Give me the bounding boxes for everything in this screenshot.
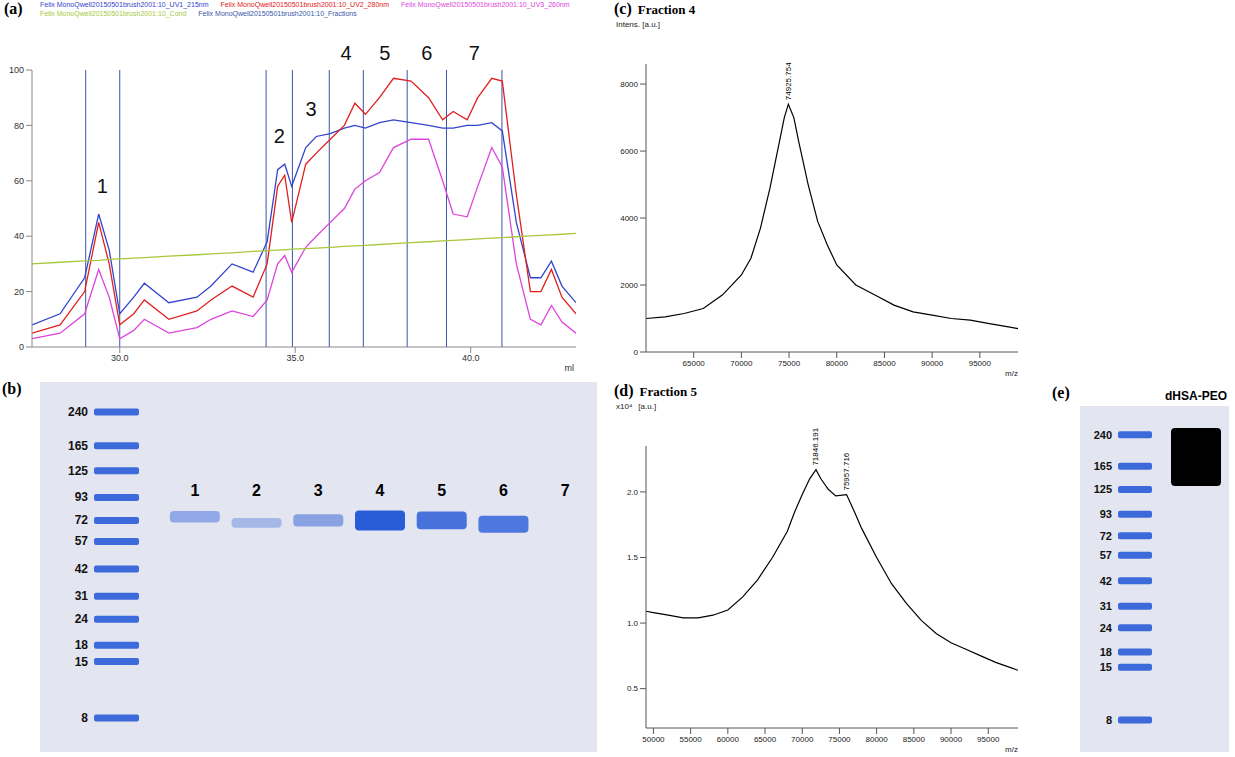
svg-text:1.5: 1.5	[627, 553, 639, 562]
svg-text:m/z: m/z	[1005, 745, 1018, 754]
svg-text:20: 20	[14, 287, 24, 297]
svg-text:42: 42	[75, 562, 89, 576]
svg-text:dHSA-PEO: dHSA-PEO	[1165, 389, 1227, 403]
html-text:Felix MonoQwell20150501brush20: Felix MonoQwell20150501brush2001:10_Cond	[40, 10, 187, 17]
html-text:(c) Fraction 4: (c) Fraction 4	[614, 0, 696, 17]
svg-text:165: 165	[1094, 460, 1112, 472]
svg-text:71846.191: 71846.191	[811, 427, 820, 465]
svg-text:40: 40	[14, 231, 24, 241]
svg-text:4: 4	[376, 482, 385, 499]
html-text:[a.u.]: [a.u.]	[638, 402, 657, 411]
svg-text:0: 0	[634, 348, 639, 357]
svg-text:3: 3	[305, 98, 316, 120]
svg-text:50000: 50000	[642, 735, 665, 744]
svg-text:80000: 80000	[866, 735, 889, 744]
svg-text:80: 80	[14, 121, 24, 131]
svg-text:40.0: 40.0	[462, 353, 480, 363]
svg-text:93: 93	[1100, 508, 1112, 520]
html-text:Intens. [a.u.]: Intens. [a.u.]	[616, 20, 660, 29]
svg-text:72: 72	[1100, 530, 1112, 542]
html-text:Felix MonoQwell20150501brush20: Felix MonoQwell20150501brush2001:10_Frac…	[198, 10, 357, 17]
svg-text:31: 31	[1100, 600, 1112, 612]
svg-text:18: 18	[75, 638, 89, 652]
html-text:(d) Fraction 5: (d) Fraction 5	[614, 382, 697, 399]
svg-text:57: 57	[75, 534, 89, 548]
svg-text:2000: 2000	[620, 281, 638, 290]
svg-text:95000: 95000	[969, 359, 992, 368]
svg-text:165: 165	[68, 439, 88, 453]
svg-text:30.0: 30.0	[111, 353, 129, 363]
svg-text:125: 125	[1094, 483, 1112, 495]
svg-text:ml: ml	[565, 363, 575, 373]
html-text:(a): (a)	[4, 0, 23, 17]
svg-text:4000: 4000	[620, 214, 638, 223]
svg-text:85000: 85000	[903, 735, 926, 744]
svg-text:55000: 55000	[680, 735, 703, 744]
html-text:Felix MonoQwell20150501brush20: Felix MonoQwell20150501brush2001:10_UV3_…	[401, 1, 570, 8]
svg-text:90000: 90000	[921, 359, 944, 368]
svg-text:24: 24	[1100, 622, 1113, 634]
svg-text:24: 24	[75, 612, 89, 626]
svg-text:8: 8	[81, 711, 88, 725]
svg-text:100: 100	[9, 65, 24, 75]
svg-text:6: 6	[499, 482, 508, 499]
svg-text:5: 5	[437, 482, 446, 499]
svg-text:70000: 70000	[791, 735, 814, 744]
svg-text:3: 3	[314, 482, 323, 499]
svg-text:5: 5	[379, 42, 390, 64]
svg-text:15: 15	[75, 655, 89, 669]
svg-text:60: 60	[14, 176, 24, 186]
html-text:Felix MonoQwell20150501brush20: Felix MonoQwell20150501brush2001:10_UV2_…	[220, 1, 389, 8]
svg-text:80000: 80000	[826, 359, 849, 368]
svg-text:1: 1	[190, 482, 199, 499]
svg-text:65000: 65000	[754, 735, 777, 744]
svg-text:6000: 6000	[620, 147, 638, 156]
svg-text:0.5: 0.5	[627, 684, 639, 693]
svg-text:75000: 75000	[778, 359, 801, 368]
svg-text:18: 18	[1100, 646, 1112, 658]
svg-text:2: 2	[274, 125, 285, 147]
svg-text:125: 125	[68, 464, 88, 478]
svg-text:7: 7	[469, 42, 480, 64]
svg-text:57: 57	[1100, 549, 1112, 561]
svg-text:85000: 85000	[873, 359, 896, 368]
svg-text:75957.716: 75957.716	[842, 452, 851, 490]
svg-text:93: 93	[75, 490, 89, 504]
svg-text:90000: 90000	[940, 735, 963, 744]
svg-text:60000: 60000	[717, 735, 740, 744]
svg-text:72: 72	[75, 513, 89, 527]
svg-text:m/z: m/z	[1005, 369, 1018, 378]
svg-text:75000: 75000	[828, 735, 851, 744]
svg-text:42: 42	[1100, 575, 1112, 587]
svg-text:31: 31	[75, 589, 89, 603]
svg-text:70000: 70000	[730, 359, 753, 368]
svg-text:4: 4	[341, 42, 352, 64]
svg-text:65000: 65000	[683, 359, 706, 368]
svg-text:1: 1	[97, 175, 108, 197]
svg-text:35.0: 35.0	[286, 353, 304, 363]
html-text:Felix MonoQwell20150501brush20: Felix MonoQwell20150501brush2001:10_UV1_…	[40, 1, 209, 8]
svg-text:7: 7	[561, 482, 570, 499]
svg-text:240: 240	[68, 405, 88, 419]
svg-text:8: 8	[1106, 714, 1112, 726]
html-text:x10⁴: x10⁴	[616, 402, 633, 411]
svg-text:15: 15	[1100, 661, 1112, 673]
svg-text:95000: 95000	[977, 735, 1000, 744]
svg-text:8000: 8000	[620, 80, 638, 89]
svg-text:2.0: 2.0	[627, 488, 639, 497]
svg-text:(b): (b)	[2, 380, 22, 398]
svg-text:1.0: 1.0	[627, 619, 639, 628]
svg-text:0: 0	[19, 342, 24, 352]
svg-text:240: 240	[1094, 429, 1112, 441]
svg-text:(e): (e)	[1052, 384, 1070, 402]
svg-text:74925.754: 74925.754	[784, 62, 793, 100]
svg-text:2: 2	[252, 482, 261, 499]
svg-text:6: 6	[421, 42, 432, 64]
